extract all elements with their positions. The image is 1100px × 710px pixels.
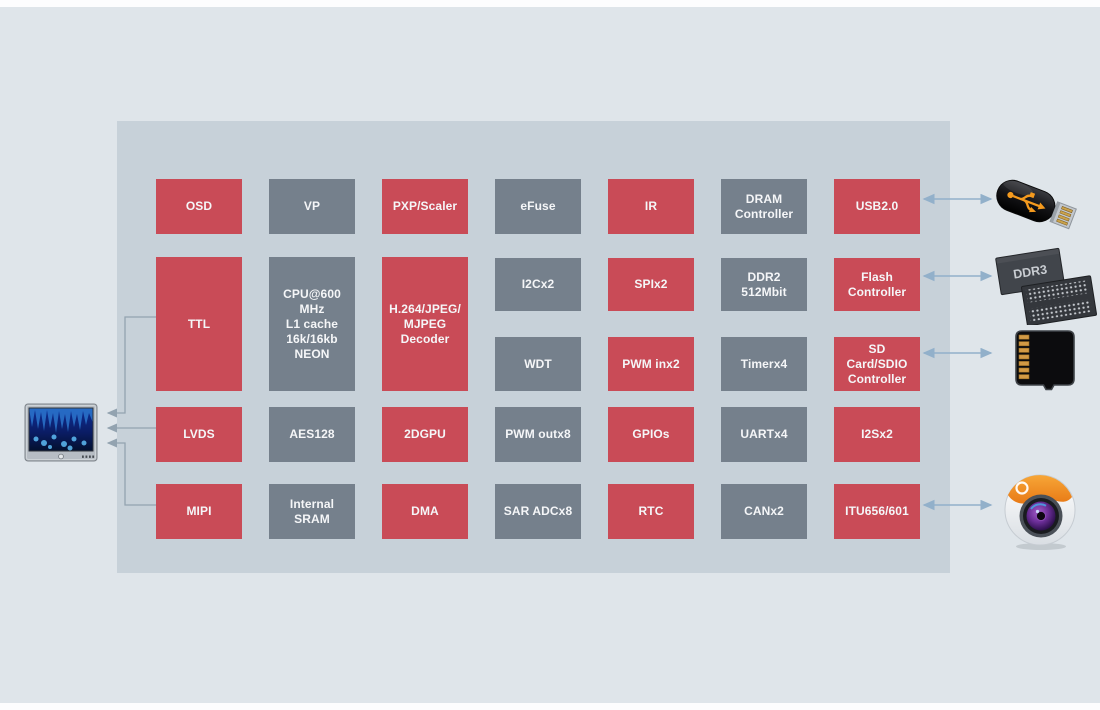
diagram-canvas: OSD VP PXP/Scaler eFuse IR DRAM Controller USB… xyxy=(0,7,1100,703)
block-efuse: eFuse xyxy=(495,179,581,234)
block-i2s: I2Sx2 xyxy=(834,407,920,462)
block-dma: DMA xyxy=(382,484,468,539)
block-flash: Flash Controller xyxy=(834,258,920,311)
usb-flash-drive-icon xyxy=(996,179,1077,230)
block-mipi: MIPI xyxy=(156,484,242,539)
block-sdio: SD Card/SDIO Controller xyxy=(834,337,920,391)
block-timer: Timerx4 xyxy=(721,337,807,391)
block-spi: SPIx2 xyxy=(608,258,694,311)
block-usb2: USB2.0 xyxy=(834,179,920,234)
block-ttl: TTL xyxy=(156,257,242,391)
ddr3-memory-icon: DDR3 xyxy=(995,247,1097,325)
lcd-display-icon xyxy=(24,403,98,462)
ddr3-chip-label: DDR3 xyxy=(1012,262,1048,281)
block-gpu: 2DGPU xyxy=(382,407,468,462)
block-ddr2: DDR2 512Mbit xyxy=(721,258,807,311)
block-gpio: GPIOs xyxy=(608,407,694,462)
block-lvds: LVDS xyxy=(156,407,242,462)
block-wdt: WDT xyxy=(495,337,581,391)
block-aes: AES128 xyxy=(269,407,355,462)
block-pwmout: PWM outx8 xyxy=(495,407,581,462)
camera-icon xyxy=(1004,474,1076,550)
block-dram: DRAM Controller xyxy=(721,179,807,234)
block-can: CANx2 xyxy=(721,484,807,539)
block-i2c: I2Cx2 xyxy=(495,258,581,311)
block-cpu: CPU@600 MHz L1 cache 16k/16kb NEON xyxy=(269,257,355,391)
block-vp: VP xyxy=(269,179,355,234)
block-pxp: PXP/Scaler xyxy=(382,179,468,234)
block-ir: IR xyxy=(608,179,694,234)
block-osd: OSD xyxy=(156,179,242,234)
block-sram: Internal SRAM xyxy=(269,484,355,539)
block-h264: H.264/JPEG/ MJPEG Decoder xyxy=(382,257,468,391)
block-rtc: RTC xyxy=(608,484,694,539)
block-pwmin: PWM inx2 xyxy=(608,337,694,391)
block-itu: ITU656/601 xyxy=(834,484,920,539)
block-sar: SAR ADCx8 xyxy=(495,484,581,539)
microsd-card-icon xyxy=(1015,330,1075,391)
block-uart: UARTx4 xyxy=(721,407,807,462)
